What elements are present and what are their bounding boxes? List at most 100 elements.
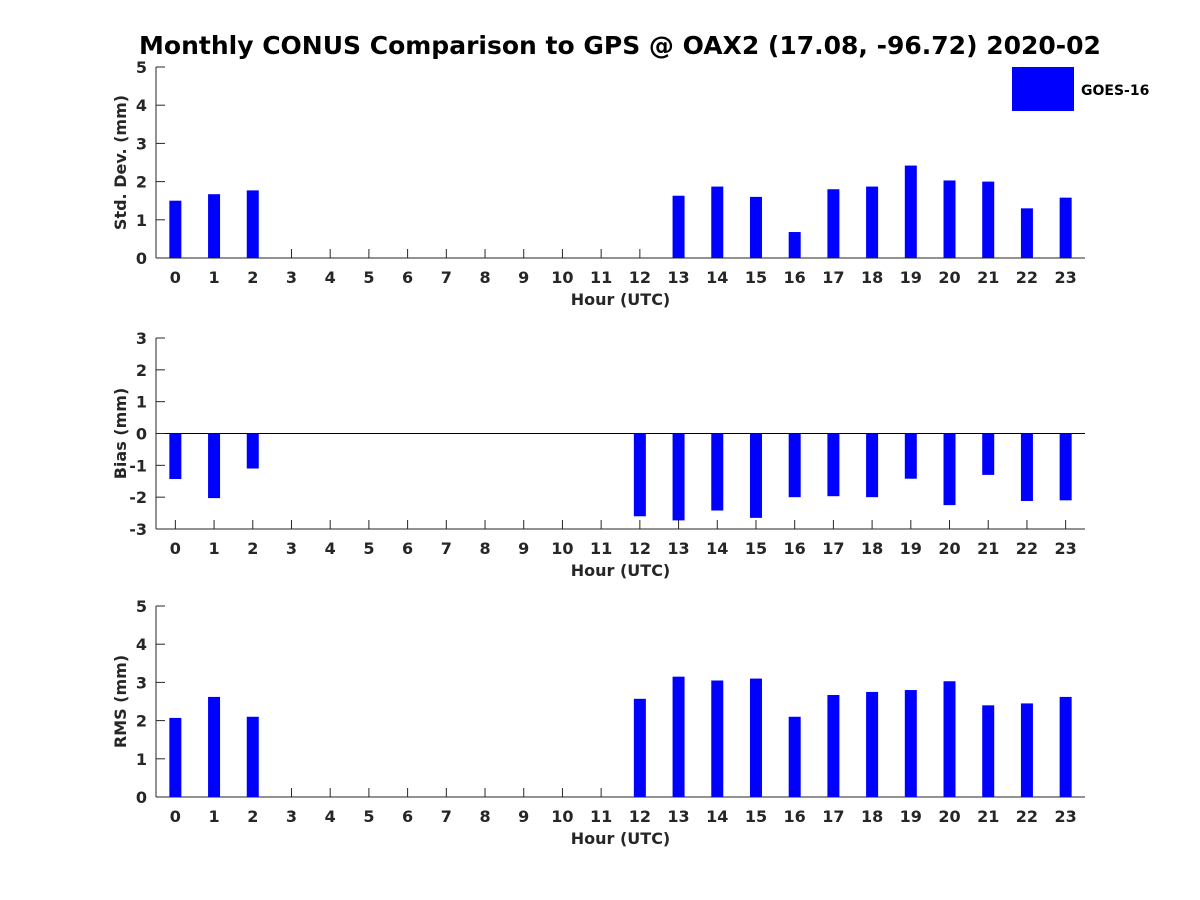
x-tick-label: 10 — [551, 539, 573, 558]
x-tick-label: 21 — [977, 268, 999, 287]
x-tick-label: 19 — [900, 807, 922, 826]
bar-std-dev-hour-23 — [1059, 197, 1072, 258]
bar-std-dev-hour-15 — [749, 196, 762, 258]
bar-bias-hour-17 — [827, 433, 840, 497]
x-tick-label: 8 — [479, 807, 490, 826]
bar-bias-hour-0 — [169, 433, 182, 480]
x-tick-label: 6 — [402, 268, 413, 287]
bar-bias-hour-1 — [208, 433, 221, 499]
bar-std-dev-hour-20 — [943, 180, 956, 258]
x-tick-label: 3 — [286, 268, 297, 287]
x-tick-label: 10 — [551, 268, 573, 287]
bar-bias-hour-18 — [866, 433, 879, 498]
x-tick-label: 1 — [208, 268, 219, 287]
y-tick-label: 2 — [136, 361, 147, 380]
bar-rms-hour-2 — [246, 716, 259, 797]
legend: GOES-16 — [1012, 67, 1149, 111]
bar-bias-hour-12 — [633, 433, 646, 517]
x-tick-label: 8 — [479, 539, 490, 558]
bar-rms-hour-1 — [208, 696, 221, 797]
bar-bias-hour-14 — [711, 433, 724, 511]
x-tick-label: 22 — [1016, 539, 1038, 558]
x-tick-label: 12 — [629, 268, 651, 287]
x-tick-label: 9 — [518, 268, 529, 287]
x-tick-label: 5 — [363, 539, 374, 558]
bar-bias-hour-16 — [788, 433, 801, 498]
x-tick-label: 20 — [938, 268, 960, 287]
bar-rms-hour-19 — [904, 690, 917, 797]
bar-std-dev-hour-17 — [827, 189, 840, 258]
x-tick-label: 4 — [325, 268, 336, 287]
x-tick-label: 22 — [1016, 807, 1038, 826]
bar-bias-hour-15 — [749, 433, 762, 518]
x-tick-label: 18 — [861, 539, 883, 558]
x-tick-label: 22 — [1016, 268, 1038, 287]
x-tick-label: 3 — [286, 539, 297, 558]
x-tick-label: 13 — [667, 807, 689, 826]
y-tick-label: 3 — [136, 329, 147, 348]
x-tick-label: 0 — [170, 807, 181, 826]
x-tick-label: 19 — [900, 539, 922, 558]
bar-rms-hour-12 — [633, 698, 646, 797]
y-tick-label: -2 — [129, 488, 147, 507]
bar-std-dev-hour-0 — [169, 200, 182, 258]
x-tick-label: 16 — [784, 268, 806, 287]
x-tick-label: 17 — [822, 268, 844, 287]
bar-bias-hour-22 — [1020, 433, 1033, 501]
x-tick-label: 5 — [363, 807, 374, 826]
y-tick-label: 2 — [136, 173, 147, 192]
y-axis-label: Bias (mm) — [111, 388, 130, 480]
y-tick-label: 0 — [136, 788, 147, 807]
legend-label: GOES-16 — [1081, 83, 1149, 99]
x-tick-label: 23 — [1055, 807, 1077, 826]
y-tick-label: 0 — [136, 249, 147, 268]
bar-rms-hour-13 — [672, 676, 685, 797]
x-tick-label: 23 — [1055, 539, 1077, 558]
x-tick-label: 14 — [706, 539, 728, 558]
bar-std-dev-hour-16 — [788, 232, 801, 258]
bar-rms-hour-23 — [1059, 696, 1072, 797]
x-tick-label: 7 — [441, 807, 452, 826]
x-tick-label: 15 — [745, 807, 767, 826]
x-tick-label: 7 — [441, 268, 452, 287]
y-tick-label: 0 — [136, 425, 147, 444]
bar-rms-hour-14 — [711, 680, 724, 797]
x-tick-label: 2 — [247, 539, 258, 558]
chart-title: Monthly CONUS Comparison to GPS @ OAX2 (… — [139, 31, 1101, 60]
bar-std-dev-hour-22 — [1020, 208, 1033, 258]
bar-bias-hour-23 — [1059, 433, 1072, 501]
bar-bias-hour-19 — [904, 433, 917, 479]
x-tick-label: 13 — [667, 539, 689, 558]
bar-rms-hour-15 — [749, 678, 762, 797]
bar-std-dev-hour-18 — [866, 186, 879, 258]
bar-rms-hour-17 — [827, 695, 840, 797]
x-tick-label: 10 — [551, 807, 573, 826]
x-tick-label: 11 — [590, 539, 612, 558]
x-tick-label: 21 — [977, 807, 999, 826]
bar-std-dev-hour-1 — [208, 194, 221, 258]
y-tick-label: 2 — [136, 712, 147, 731]
x-tick-label: 11 — [590, 807, 612, 826]
x-tick-label: 16 — [784, 807, 806, 826]
y-tick-label: 3 — [136, 673, 147, 692]
x-tick-label: 6 — [402, 807, 413, 826]
x-tick-label: 5 — [363, 268, 374, 287]
x-tick-label: 15 — [745, 539, 767, 558]
x-tick-label: 18 — [861, 268, 883, 287]
bar-std-dev-hour-14 — [711, 186, 724, 258]
bar-rms-hour-22 — [1020, 703, 1033, 797]
x-tick-label: 2 — [247, 268, 258, 287]
y-tick-label: -1 — [129, 456, 147, 475]
x-tick-label: 23 — [1055, 268, 1077, 287]
y-axis-label: RMS (mm) — [111, 655, 130, 748]
x-tick-label: 20 — [938, 807, 960, 826]
bar-std-dev-hour-21 — [982, 181, 995, 258]
x-tick-label: 4 — [325, 539, 336, 558]
bar-rms-hour-20 — [943, 681, 956, 797]
x-tick-label: 7 — [441, 539, 452, 558]
x-tick-label: 0 — [170, 268, 181, 287]
legend-swatch — [1012, 67, 1074, 111]
bar-bias-hour-20 — [943, 433, 956, 506]
